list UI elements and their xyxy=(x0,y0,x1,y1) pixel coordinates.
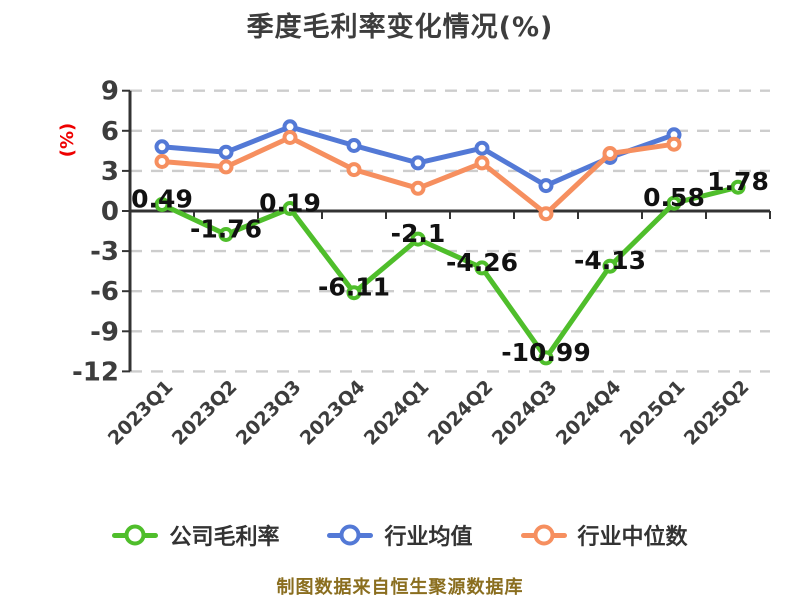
y-tick-label: 3 xyxy=(101,157,119,187)
y-axis-unit-label: (%) xyxy=(57,123,78,158)
series-industry-median xyxy=(154,130,682,222)
legend-circle-icon xyxy=(533,524,554,546)
x-tick-label: 2023Q3 xyxy=(232,376,306,450)
data-label: -4.26 xyxy=(446,248,518,277)
y-tick-label: -3 xyxy=(90,237,119,267)
data-label: 0.58 xyxy=(643,183,705,212)
data-point-industry-median-2023Q3[interactable] xyxy=(282,130,298,145)
x-tick-label: 2023Q2 xyxy=(168,376,242,450)
legend-label: 公司毛利率 xyxy=(169,525,280,550)
y-tick-label: -9 xyxy=(90,317,119,347)
data-point-industry-median-2023Q2[interactable] xyxy=(218,159,234,175)
y-tick-label: -6 xyxy=(90,277,119,307)
data-point-industry-median-2024Q1[interactable] xyxy=(410,180,426,196)
x-tick-label: 2023Q4 xyxy=(296,376,370,450)
legend: 公司毛利率 行业均值 行业中位数 xyxy=(0,519,800,551)
data-point-industry-median-2024Q2[interactable] xyxy=(474,155,490,171)
data-point-industry-mean-2023Q4[interactable] xyxy=(346,138,362,153)
legend-marker-industry-median xyxy=(520,524,567,546)
data-point-company-gross-margin-2023Q3[interactable] xyxy=(282,201,298,216)
legend-item-industry-median[interactable]: 行业中位数 xyxy=(520,519,688,551)
data-point-industry-mean-2024Q1[interactable] xyxy=(410,155,426,171)
legend-item-company-gross-margin[interactable]: 公司毛利率 xyxy=(112,519,279,551)
legend-circle-icon xyxy=(124,524,146,546)
data-point-company-gross-margin-2024Q1[interactable] xyxy=(410,231,426,247)
data-label: -2.1 xyxy=(391,219,446,248)
legend-label: 行业均值 xyxy=(384,525,473,550)
x-tick-label: 2024Q2 xyxy=(424,376,498,450)
x-tick-label: 2025Q1 xyxy=(616,376,690,450)
data-label: -6.11 xyxy=(318,273,390,302)
series-company-gross-margin xyxy=(154,179,746,366)
data-point-company-gross-margin-2023Q2[interactable] xyxy=(218,227,234,242)
data-point-industry-median-2024Q4[interactable] xyxy=(602,146,618,161)
data-point-company-gross-margin-2023Q4[interactable] xyxy=(346,285,362,301)
data-point-company-gross-margin-2024Q4[interactable] xyxy=(602,258,618,274)
data-point-company-gross-margin-2024Q3[interactable] xyxy=(538,350,554,366)
legend-circle-icon xyxy=(339,524,361,546)
plot-area: 9 6 3 0 -3 -6 -9 -122023Q12023Q22023Q32023Q4202… xyxy=(57,77,771,450)
x-tick-label: 2024Q4 xyxy=(552,376,626,450)
y-tick-label: -12 xyxy=(72,357,119,387)
chart-title: 季度毛利率变化情况(%) xyxy=(246,12,554,43)
data-labels-company-gross-margin: 0.49-1.760.19 -6.11-2.1-4.26 -10.99 -4.13 0.… xyxy=(131,167,769,367)
legend-marker-company-gross-margin xyxy=(112,524,159,546)
data-source-note: 制图数据来自恒生聚源数据库 xyxy=(276,577,524,598)
data-point-industry-mean-2023Q2[interactable] xyxy=(218,144,234,160)
data-point-industry-median-2025Q1[interactable] xyxy=(666,136,682,152)
y-tick-label: 0 xyxy=(101,197,119,227)
data-point-industry-median-2023Q4[interactable] xyxy=(346,162,362,178)
y-tick-label: 6 xyxy=(101,117,119,147)
legend-item-industry-mean[interactable]: 行业均值 xyxy=(327,519,473,551)
data-label: -10.99 xyxy=(501,338,590,367)
x-axis-labels: 2023Q12023Q22023Q32023Q42024Q12024Q22024… xyxy=(104,376,754,450)
data-point-industry-median-2024Q3[interactable] xyxy=(538,206,554,222)
company-gross-margin-line xyxy=(159,184,741,361)
y-axis-labels: 9 6 3 0 -3 -6 -9 -12 xyxy=(72,77,119,388)
data-point-company-gross-margin-2025Q1[interactable] xyxy=(666,195,682,211)
data-label: -1.76 xyxy=(190,215,262,244)
x-tick-label: 2024Q1 xyxy=(360,376,434,450)
data-label: 1.78 xyxy=(707,167,769,196)
data-point-industry-median-2023Q1[interactable] xyxy=(154,154,170,169)
data-label: 0.19 xyxy=(259,189,321,218)
x-tick-label: 2025Q2 xyxy=(680,376,754,450)
data-point-industry-mean-2024Q3[interactable] xyxy=(538,178,554,194)
x-tick-label: 2024Q3 xyxy=(488,376,562,450)
data-point-industry-mean-2023Q1[interactable] xyxy=(154,139,170,155)
data-point-company-gross-margin-2025Q2[interactable] xyxy=(730,179,746,195)
gridlines xyxy=(130,89,770,373)
y-tick-label: 9 xyxy=(101,77,119,107)
legend-label: 行业中位数 xyxy=(577,525,688,550)
data-label: 0.49 xyxy=(131,185,193,214)
data-point-industry-mean-2024Q2[interactable] xyxy=(474,140,490,156)
data-label: -4.13 xyxy=(574,246,646,275)
data-point-company-gross-margin-2023Q1[interactable] xyxy=(154,197,170,212)
legend-marker-industry-mean xyxy=(327,524,374,546)
data-point-company-gross-margin-2024Q2[interactable] xyxy=(474,260,490,276)
